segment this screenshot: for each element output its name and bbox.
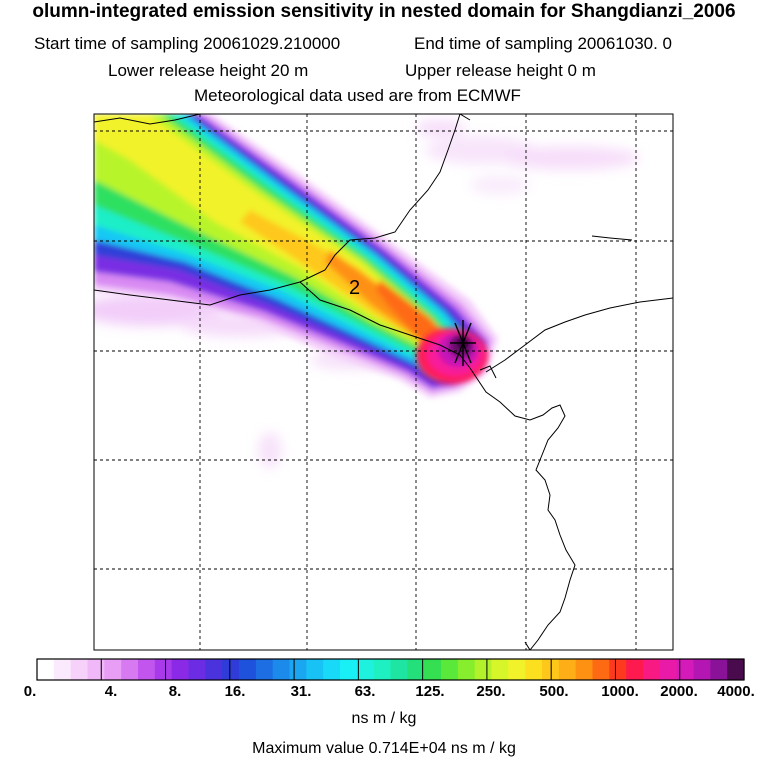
end-time-label: End time of sampling 20061030. 0	[414, 34, 673, 53]
colorbar-swatch	[340, 659, 358, 680]
colorbar-swatch	[138, 659, 156, 680]
colorbar-swatch	[676, 659, 695, 680]
colorbar-tick-label: 0.	[23, 683, 37, 700]
colorbar-swatch	[104, 659, 122, 680]
colorbar-swatch	[643, 659, 661, 680]
colorbar-tick-label: 4.	[104, 683, 118, 700]
colorbar-swatch	[575, 659, 594, 680]
maximum-value-label: Maximum value 0.714E+04 ns m / kg	[252, 740, 516, 757]
colorbar-swatch	[87, 659, 105, 680]
colorbar-swatch	[188, 659, 206, 680]
colorbar-swatch	[693, 659, 711, 680]
colorbar-swatch	[373, 659, 392, 680]
colorbar-tick-label: 63.	[354, 683, 376, 700]
lat-lon-grid	[94, 114, 673, 650]
colorbar-swatch	[37, 659, 55, 680]
colorbar-swatch	[356, 659, 375, 680]
colorbar-swatch	[457, 659, 476, 680]
colorbar-swatch	[272, 659, 291, 680]
colorbar-swatch	[441, 659, 459, 680]
colorbar-swatch	[424, 659, 442, 680]
colorbar-swatch	[390, 659, 408, 680]
colorbar-swatch	[154, 659, 173, 680]
colorbar-swatch	[205, 659, 223, 680]
plume-bands	[94, 114, 498, 398]
colorbar-tick-label: 250.	[476, 683, 506, 700]
colorbar-swatch	[626, 659, 644, 680]
colorbar-swatch	[239, 659, 257, 680]
colorbar-swatches	[37, 659, 745, 680]
colorbar-swatch	[70, 659, 89, 680]
colorbar-swatch	[592, 659, 610, 680]
plot-title: olumn-integrated emission sensitivity in…	[32, 1, 736, 22]
contour-label: 2	[349, 277, 360, 299]
colorbar-swatch	[474, 659, 493, 680]
upper-release-label: Upper release height 0 m	[405, 61, 596, 80]
lower-release-label: Lower release height 20 m	[108, 61, 309, 80]
colorbar-swatch	[508, 659, 526, 680]
colorbar-swatch	[289, 659, 307, 680]
colorbar-tick-marks	[100, 659, 681, 680]
colorbar-units: ns m / kg	[351, 710, 417, 727]
colorbar-tick-label: 125.	[415, 683, 445, 700]
colorbar-swatch	[306, 659, 324, 680]
colorbar-tick-label: 16.	[224, 683, 246, 700]
start-time-label: Start time of sampling 20061029.210000	[34, 34, 341, 53]
colorbar-swatch	[323, 659, 341, 680]
colorbar-tick-label: 31.	[290, 683, 312, 700]
colorbar-swatch	[710, 659, 728, 680]
colorbar-tick-label: 8.	[168, 683, 182, 700]
station-marker	[450, 320, 476, 366]
colorbar-swatch	[727, 659, 745, 680]
plume-field: 2	[94, 114, 673, 650]
colorbar-swatch	[53, 659, 72, 680]
colorbar-swatch	[171, 659, 190, 680]
colorbar-swatch	[659, 659, 678, 680]
colorbar-tick-label: 1000.	[601, 683, 639, 700]
colorbar-swatch	[407, 659, 425, 680]
colorbar-swatch	[558, 659, 577, 680]
colorbar-swatch	[609, 659, 627, 680]
met-data-label: Meteorological data used are from ECMWF	[194, 86, 521, 105]
colorbar-swatch	[121, 659, 139, 680]
colorbar-swatch	[222, 659, 240, 680]
coastlines	[94, 114, 673, 650]
colorbar-frame	[36, 658, 745, 681]
colorbar-tick-label: 4000.	[717, 683, 755, 700]
colorbar-tick-label: 2000.	[660, 683, 698, 700]
map-frame	[93, 113, 674, 651]
colorbar-swatch	[255, 659, 274, 680]
colorbar-tick-label: 500.	[539, 683, 569, 700]
colorbar-swatch	[491, 659, 509, 680]
colorbar-swatch	[525, 659, 543, 680]
